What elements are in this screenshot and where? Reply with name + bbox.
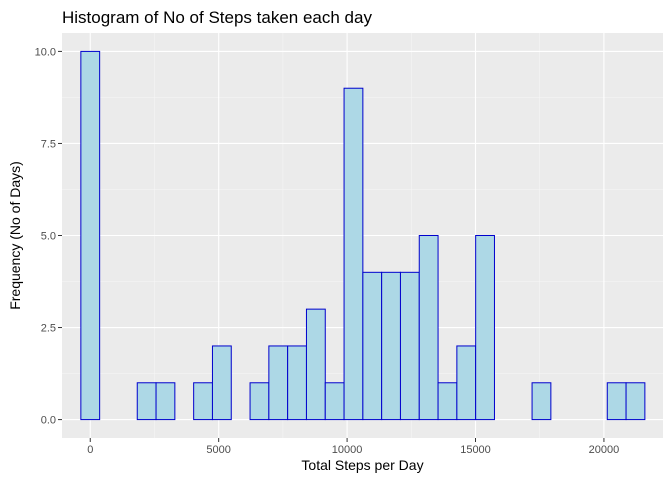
histogram-bar (606, 382, 627, 421)
chart-title: Histogram of No of Steps taken each day (62, 8, 372, 27)
y-tick-label: 0.0 (41, 415, 56, 427)
histogram-bar (531, 382, 552, 421)
x-tick-label: 5000 (206, 444, 230, 456)
x-axis-title: Total Steps per Day (301, 457, 423, 473)
histogram-bar (155, 382, 176, 421)
histogram-bar (475, 235, 495, 421)
histogram-bar (211, 345, 232, 421)
histogram-bar (381, 271, 401, 421)
x-tick-label: 20000 (589, 444, 620, 456)
histogram-bar (193, 382, 213, 421)
y-tick-label: 10.0 (35, 46, 56, 58)
histogram-bar (362, 271, 383, 421)
histogram-bar (136, 382, 157, 421)
histogram-bar (625, 382, 646, 421)
histogram-bar (437, 382, 458, 421)
histogram-bar (80, 50, 101, 421)
x-tick-label: 15000 (460, 444, 491, 456)
histogram-bar (305, 308, 326, 421)
y-axis-ticks: 0.0 2.5 5.0 7.5 10.0 (35, 46, 62, 427)
y-tick-label: 7.5 (41, 138, 56, 150)
histogram-bar (456, 345, 477, 421)
histogram-bar (268, 345, 289, 421)
y-axis-title: Frequency (No of Days) (7, 161, 23, 310)
histogram-bar (399, 271, 420, 421)
histogram-bar (343, 87, 364, 421)
x-tick-label: 10000 (332, 444, 363, 456)
histogram-bar (287, 345, 307, 421)
histogram-bar (324, 382, 345, 421)
x-tick-label: 0 (87, 444, 93, 456)
histogram-bar (249, 382, 270, 421)
histogram-bar (418, 235, 439, 421)
y-tick-label: 5.0 (41, 231, 56, 243)
x-axis-ticks: 0 5000 10000 15000 20000 (87, 438, 619, 456)
histogram-bars (80, 50, 646, 421)
y-tick-label: 2.5 (41, 323, 56, 335)
